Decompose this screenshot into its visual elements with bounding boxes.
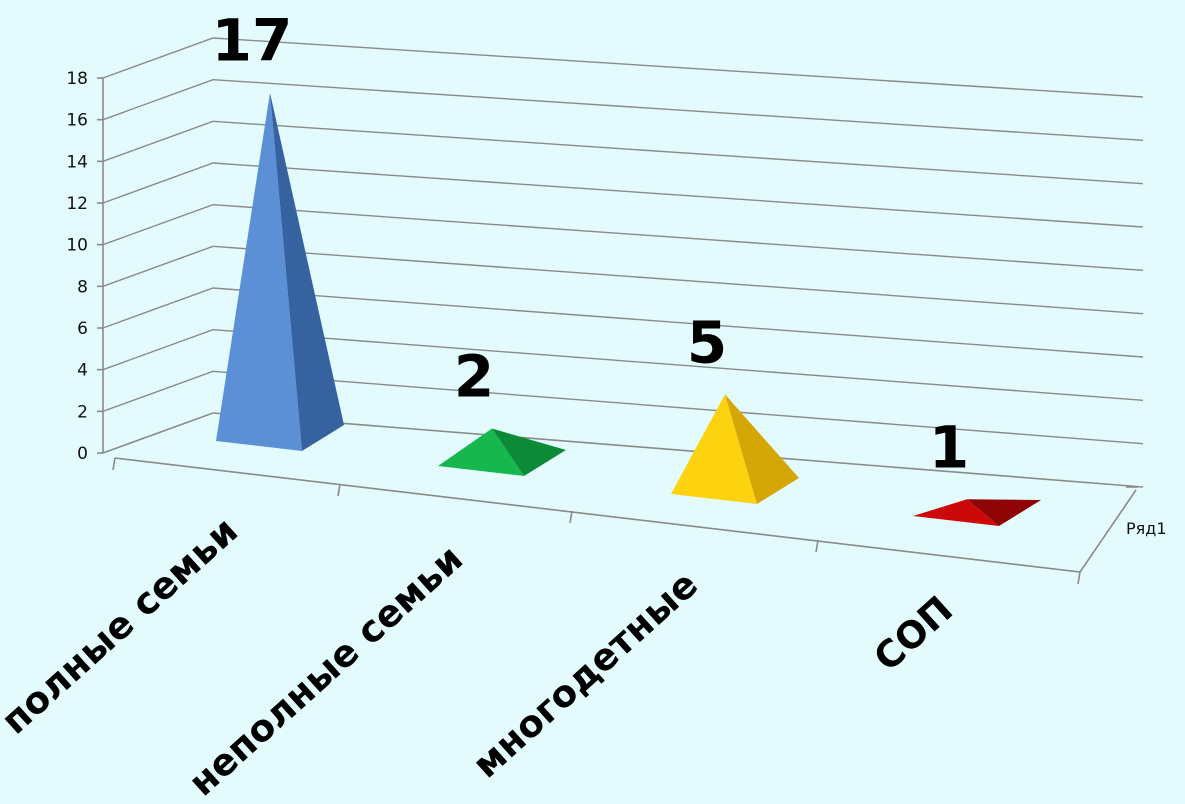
gridline: [102, 162, 1144, 228]
gridline: [102, 328, 1144, 402]
data-label: 5: [687, 308, 727, 376]
gridline: [102, 203, 1144, 272]
pyramid-side-face: [725, 394, 799, 504]
y-tick-label: 4: [77, 361, 88, 381]
gridline: [102, 287, 1144, 358]
data-label: 2: [454, 343, 494, 411]
gridline: [102, 37, 1144, 98]
x-tick-mark: [569, 510, 573, 524]
pyramid-front-face: [671, 394, 757, 504]
pyramid-front-face: [913, 499, 999, 526]
data-label: 17: [212, 7, 293, 75]
y-tick-label: 0: [77, 444, 88, 464]
pyramid-side-face: [270, 92, 344, 451]
gridline: [102, 120, 1144, 185]
y-tick-label: 6: [77, 319, 88, 339]
gridlines: [97, 37, 1144, 454]
gridline: [102, 370, 1144, 445]
y-tick-label: 14: [66, 152, 88, 172]
pyramid-side-face: [492, 428, 566, 476]
x-tick-mark: [1077, 571, 1081, 585]
data-labels: 17 2 5 1: [212, 7, 970, 482]
gridline: [102, 245, 1144, 315]
data-label: 1: [929, 413, 969, 481]
pyramid-front-face: [216, 92, 302, 451]
x-tick-mark: [337, 483, 341, 497]
category-label: неполные семьи: [180, 537, 471, 804]
x-tick-mark: [112, 457, 116, 471]
y-tick-labels: 0 2 4 6 8 10 12 14 16 18: [66, 69, 88, 464]
category-label: СОП: [866, 588, 961, 680]
y-tick-label: 10: [66, 236, 88, 256]
pyramid-side-face: [967, 499, 1041, 526]
y-tick-label: 8: [77, 277, 88, 297]
pyramid-front-face: [438, 428, 524, 476]
y-tick-label: 16: [66, 111, 88, 131]
y-tick-label: 2: [77, 402, 88, 422]
series-axis-label: Ряд1: [1126, 519, 1167, 538]
category-label: многодетные: [464, 563, 706, 787]
axes: [102, 78, 1144, 585]
category-label: полные семьи: [0, 509, 246, 743]
floor-back-edge: [102, 412, 1144, 488]
y-tick-label: 18: [66, 69, 88, 89]
x-tick-mark: [815, 539, 819, 553]
gridline: [102, 78, 1144, 142]
pyramid-bars: [216, 92, 1041, 526]
y-tick-label: 12: [66, 194, 88, 214]
